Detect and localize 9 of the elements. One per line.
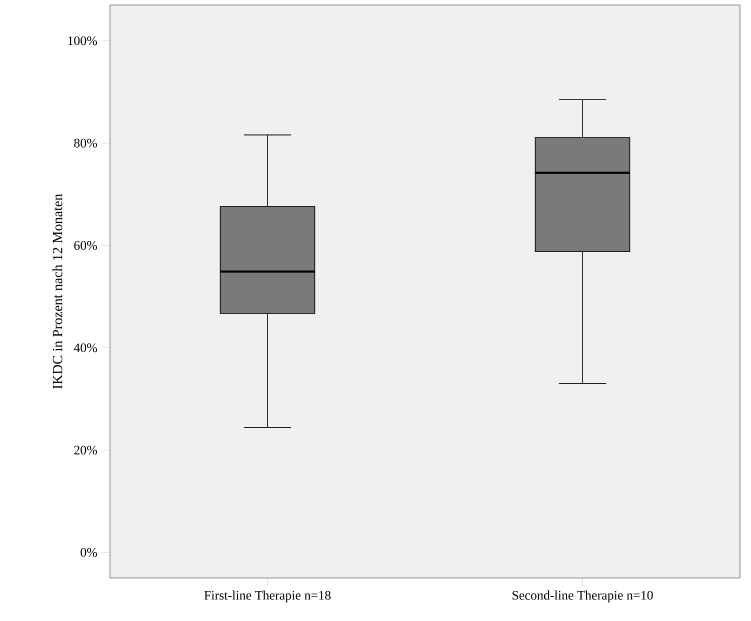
x-tick-label: First-line Therapie n=18 <box>204 590 331 602</box>
y-axis-title: IKDC in Prozent nach 12 Monaten <box>52 194 62 389</box>
y-tick-label: 100% <box>68 36 98 46</box>
y-tick-label: 80% <box>74 138 98 148</box>
y-tick-label: 20% <box>74 446 98 455</box>
y-tick-label: 40% <box>74 343 98 352</box>
x-tick-label: Second-line Therapie n=10 <box>512 590 653 602</box>
y-tick-label: 60% <box>74 241 98 250</box>
y-tick-label: 0% <box>80 548 98 557</box>
